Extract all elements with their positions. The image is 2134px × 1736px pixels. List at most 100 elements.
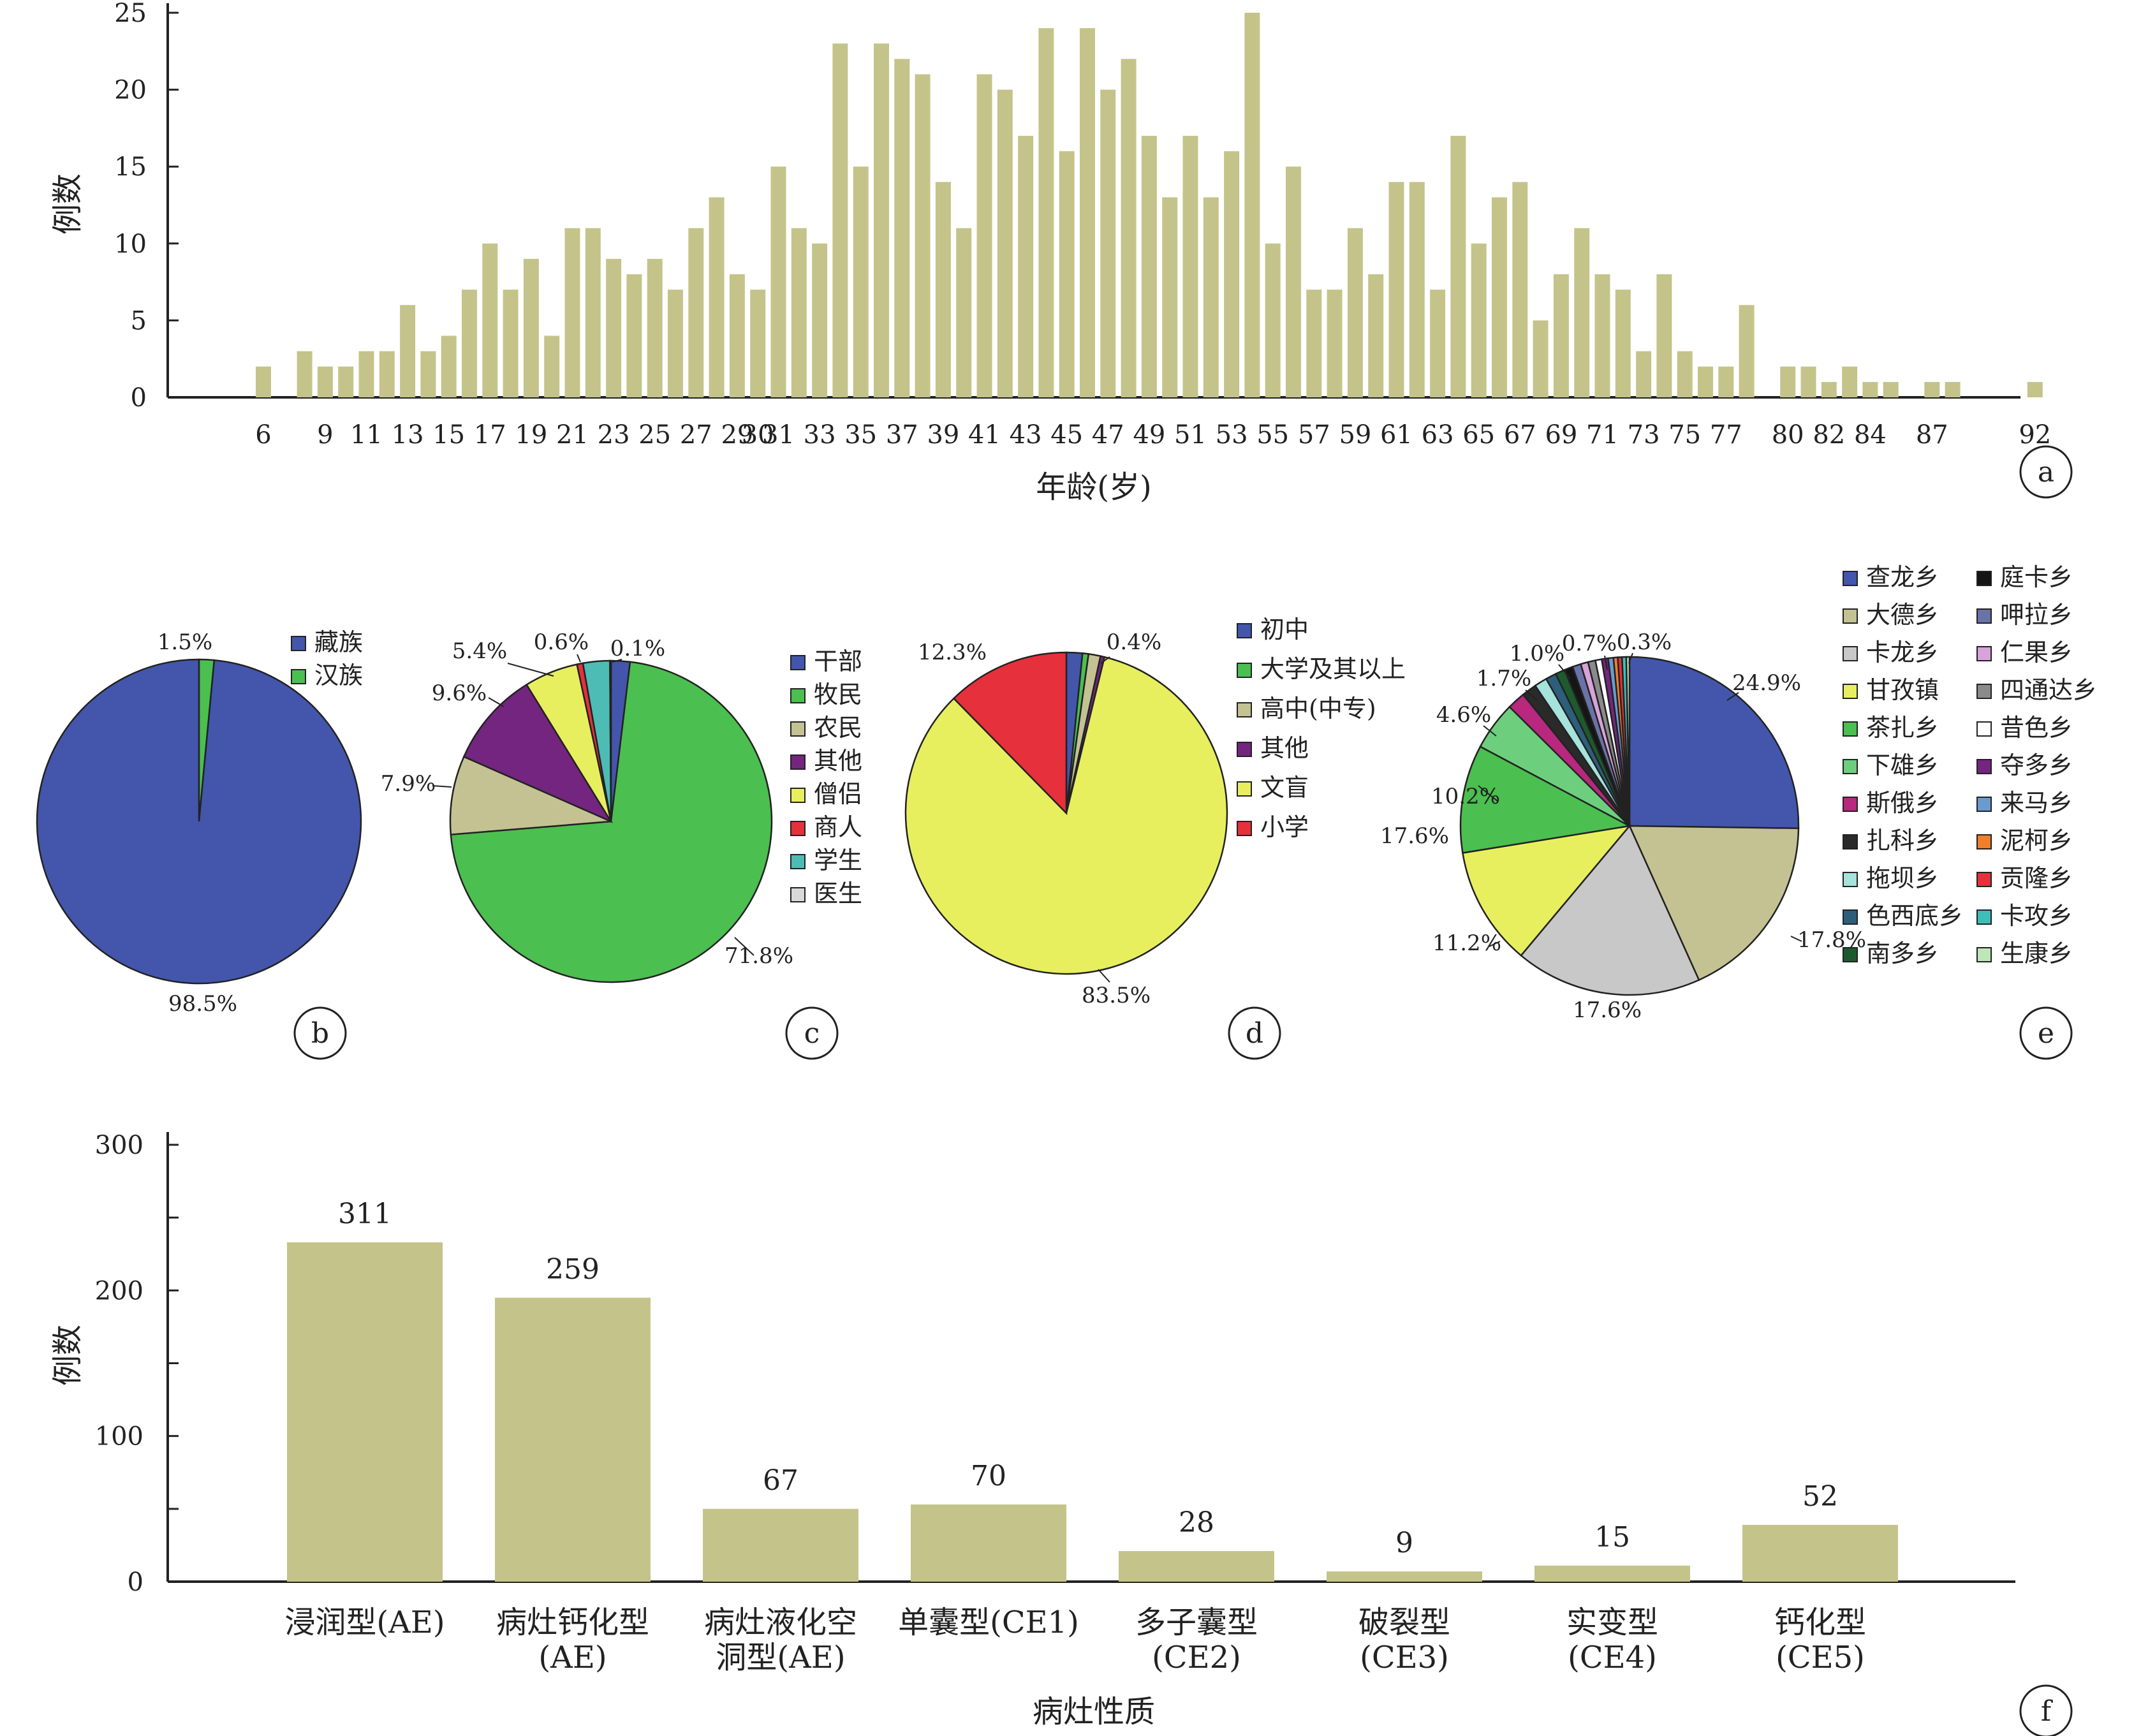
legend-label: 下雄乡 xyxy=(1866,751,1939,779)
bar xyxy=(1286,166,1301,397)
legend-label: 色西底乡 xyxy=(1866,902,1963,930)
x-tick-label: 65 xyxy=(1462,420,1495,450)
pie-slice xyxy=(1625,656,1631,827)
x-tick-label: 49 xyxy=(1133,420,1165,450)
pie-slice xyxy=(904,656,1228,975)
bar xyxy=(1945,381,1961,397)
legend-label: 仁果乡 xyxy=(2000,638,2073,666)
leader-line xyxy=(488,697,504,707)
bar xyxy=(462,290,477,397)
bar xyxy=(297,351,313,397)
x-tick-label: 84 xyxy=(1854,420,1887,450)
bar xyxy=(1574,228,1590,397)
bar xyxy=(1327,1571,1482,1582)
x-tick-label: 35 xyxy=(844,420,877,450)
bar-value-label: 67 xyxy=(763,1464,798,1497)
bar xyxy=(1203,197,1219,397)
legend-swatch xyxy=(790,688,806,703)
x-tick-label: 29 xyxy=(721,420,753,450)
x-axis-title: 病灶性质 xyxy=(1033,1694,1155,1730)
legend-swatch xyxy=(291,669,306,684)
bar xyxy=(495,1297,651,1582)
x-tick-label: 69 xyxy=(1545,420,1577,450)
leader-line xyxy=(1558,664,1571,679)
data-label: 0.4% xyxy=(1107,629,1161,655)
bar-value-label: 28 xyxy=(1179,1506,1214,1539)
chart-ethnicity-pie xyxy=(36,658,362,985)
legend-swatch xyxy=(291,636,306,651)
legend-swatch xyxy=(790,721,806,737)
x-tick-label: 73 xyxy=(1628,420,1660,450)
legend-label: 农民 xyxy=(814,714,862,742)
pie-slice xyxy=(1459,745,1632,854)
x-tick-label: 45 xyxy=(1050,420,1083,450)
bar xyxy=(1224,151,1240,397)
bar xyxy=(1141,135,1157,397)
legend-label: 贡隆乡 xyxy=(2000,864,2073,892)
legend-label: 夺多乡 xyxy=(2000,751,2073,779)
y-axis-title: 例数 xyxy=(50,1325,85,1386)
panel-letter: c xyxy=(804,1017,820,1050)
x-tick-label: 82 xyxy=(1813,420,1845,450)
x-tick-label: 30 xyxy=(742,420,774,450)
leader-line xyxy=(734,937,754,956)
x-tick-label: 6 xyxy=(255,420,271,450)
x-tick-label: 59 xyxy=(1339,420,1371,450)
legend-label: 牧民 xyxy=(814,680,862,709)
x-tick-label: 55 xyxy=(1256,420,1289,450)
bar xyxy=(1821,381,1837,397)
panel-letter-circle xyxy=(1228,1006,1281,1060)
leader-line xyxy=(1628,652,1633,664)
legend-swatch xyxy=(1237,623,1252,638)
data-label: 1.5% xyxy=(158,629,212,655)
bar xyxy=(894,59,910,398)
x-tick-label: 92 xyxy=(2019,420,2051,450)
x-tick-label: 80 xyxy=(1772,420,1804,450)
bar-value-label: 259 xyxy=(546,1253,600,1286)
bar xyxy=(1059,151,1075,397)
legend-label: 斯俄乡 xyxy=(1866,789,1939,817)
bar xyxy=(1636,351,1652,397)
data-label: 98.5% xyxy=(168,991,237,1017)
legend-swatch xyxy=(1976,571,1992,586)
legend-label: 南多乡 xyxy=(1866,939,1939,967)
bar xyxy=(1119,1551,1274,1582)
bar xyxy=(1038,28,1054,398)
leader-line xyxy=(577,654,581,663)
leader-line xyxy=(1098,969,1110,983)
x-tick-label: 41 xyxy=(968,420,1001,450)
legend-label: 来马乡 xyxy=(2000,789,2073,817)
legend-label: 高中(中专) xyxy=(1260,695,1376,723)
bar xyxy=(400,305,416,397)
bar-value-label: 15 xyxy=(1594,1521,1630,1554)
legend-label: 四通达乡 xyxy=(2000,676,2097,704)
legend-swatch xyxy=(1976,797,1992,812)
legend-swatch xyxy=(790,788,806,803)
x-tick-label: 63 xyxy=(1422,420,1454,450)
data-label: 0.3% xyxy=(1617,629,1672,655)
bar xyxy=(1388,182,1404,397)
x-tick-label: (AE) xyxy=(538,1640,607,1675)
leader-line xyxy=(1100,656,1110,664)
x-tick-label: 11 xyxy=(350,420,383,450)
bar xyxy=(750,290,766,397)
panel-letter: e xyxy=(2038,1017,2054,1050)
bar xyxy=(976,74,992,397)
bar xyxy=(606,258,622,397)
bar xyxy=(729,274,745,397)
legend-swatch xyxy=(1976,759,1992,774)
x-tick-label: 17 xyxy=(474,420,506,450)
bar xyxy=(956,228,972,397)
panel-letter: f xyxy=(2041,1695,2053,1728)
bar xyxy=(2027,381,2043,397)
bar-value-label: 9 xyxy=(1395,1527,1413,1559)
bar xyxy=(1677,351,1693,397)
legend-label: 查龙乡 xyxy=(1866,563,1939,591)
legend-swatch xyxy=(1843,872,1858,887)
bar xyxy=(1780,366,1796,397)
data-label: 0.6% xyxy=(534,629,589,655)
data-label: 5.4% xyxy=(452,638,507,664)
legend-label: 大德乡 xyxy=(1866,601,1939,629)
legend-swatch xyxy=(1843,608,1858,624)
